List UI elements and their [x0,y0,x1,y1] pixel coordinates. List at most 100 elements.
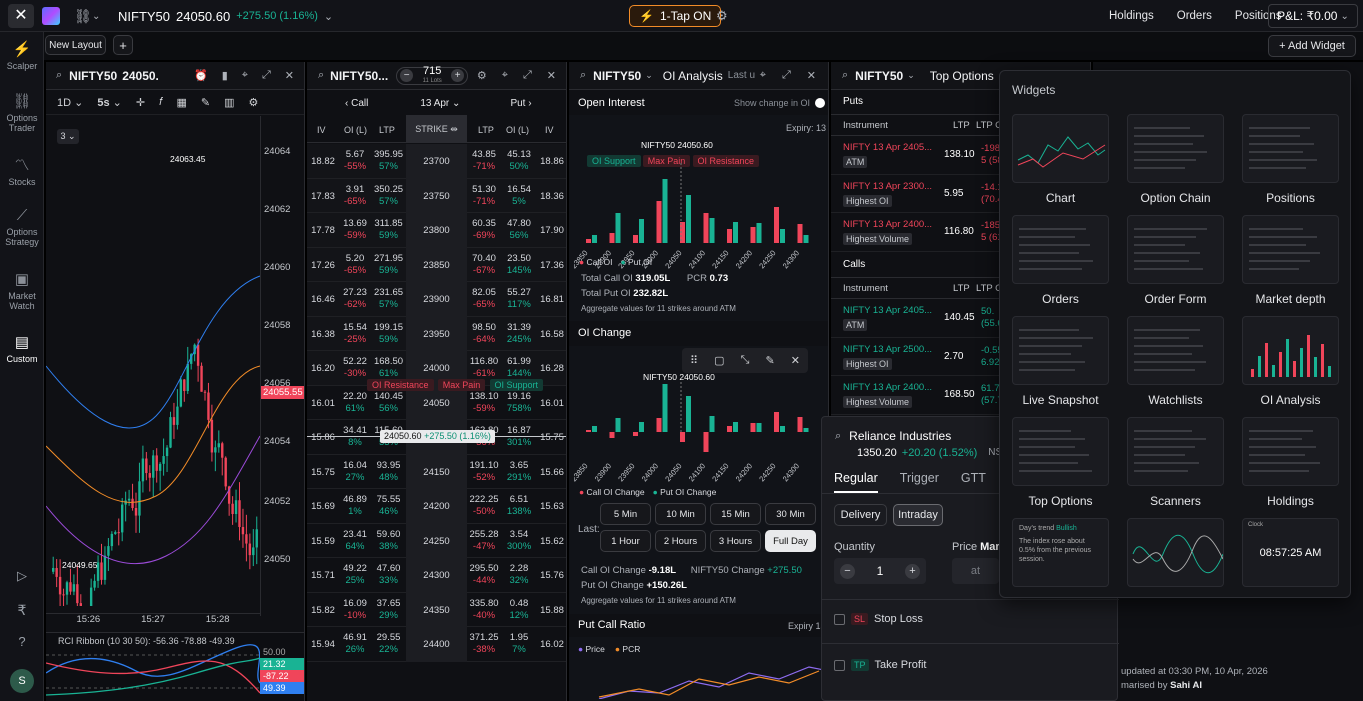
take-profit-checkbox[interactable] [834,659,845,671]
chart-symbol[interactable]: NIFTY50 [69,68,118,83]
one-tap-toggle[interactable]: ⚡ 1-Tap ON [629,0,722,32]
expand-icon[interactable]: ⤢ [261,69,271,81]
quantity-stepper[interactable]: − 1 + [834,558,926,584]
expiry-select[interactable]: 13 Apr ⌄ [420,97,461,109]
timeframe-select[interactable]: 5s ⌄ [97,97,122,109]
lots-value[interactable]: 715 [423,64,442,77]
oi-symbol[interactable]: NIFTY50 [593,68,642,83]
search-icon[interactable]: ⌕ [842,69,849,81]
pin-icon[interactable]: ⌖ [501,69,508,81]
oi-bar-chart[interactable]: 23850 23900 23950 24000 24050 24100 24150 24200… [574,163,824,299]
delivery-button[interactable]: Delivery [834,504,887,526]
oc-row[interactable]: 15.75 16.04 27% 93.95 48% 24150 191.10 -52% 3.65… [307,454,566,489]
play-icon[interactable]: ▷ [17,568,27,583]
close-button[interactable]: ✕ [8,0,34,32]
oc-row[interactable]: 16.46 27.23 -62% 231.65 57% 23900 82.05 -65% 55.… [307,282,566,317]
widget-card[interactable]: Option Chain [1127,114,1224,205]
oc-symbol[interactable]: NIFTY50... [330,68,389,83]
pin-icon[interactable]: ⌖ [759,69,766,81]
to-symbol[interactable]: NIFTY50 [855,68,904,83]
widget-card[interactable]: Day's trend Bullish The index rose about … [1012,518,1109,587]
rail-market-watch[interactable]: ▣ Market Watch [0,272,44,312]
new-layout-button[interactable]: New Layout [45,35,106,55]
app-logo[interactable] [42,0,60,32]
oc-row[interactable]: 17.26 5.20 -65% 271.95 59% 23850 70.40 -67% 23.5… [307,247,566,282]
top-option-row[interactable]: NIFTY 13 Apr 2405... ATM 140.45 50. (55.… [831,299,1090,338]
duration-button[interactable]: 3 Hours [710,530,761,552]
chevron-down-icon[interactable]: ⌄ [907,70,915,80]
widget-card[interactable]: Clock 08:57:25 AM [1242,518,1339,587]
gear-icon[interactable]: ⚙ [248,97,259,109]
top-option-row[interactable]: NIFTY 13 Apr 2400... Highest Volume 116.… [831,213,1090,252]
candlestick-chart[interactable] [46,116,305,606]
oc-row[interactable]: 15.71 49.22 25% 47.60 33% 24300 295.50 -44% 2.28… [307,558,566,593]
add-widget-button[interactable]: + Add Widget [1268,35,1356,57]
duration-button[interactable]: 15 Min [710,503,761,525]
widget-card[interactable]: Market depth [1242,215,1339,306]
oc-row[interactable]: 17.78 13.69 -59% 311.85 59% 23800 60.35 -69% 47.… [307,213,566,248]
duration-button[interactable]: 1 Hour [600,530,651,552]
oc-row[interactable]: 15.59 23.41 64% 59.60 38% 24250 255.28 -47% 3.54… [307,523,566,558]
oc-row[interactable]: 15.69 46.89 1% 75.55 46% 24200 222.25 -50% 6.51 1… [307,489,566,524]
top-option-row[interactable]: NIFTY 13 Apr 2300... Highest OI 5.95 -14… [831,175,1090,213]
rail-options-trader[interactable]: ⛓ Options Trader [0,94,44,134]
pnl-box[interactable]: P&L: ₹0.00 ⌄ [1268,0,1358,32]
help-icon[interactable]: ? [18,634,26,649]
nav-positions[interactable]: Positions [1234,10,1282,22]
put-label[interactable]: Put › [510,97,532,109]
duration-button[interactable]: 2 Hours [655,530,706,552]
oc-row[interactable]: 18.82 5.67 -55% 395.95 57% 23700 43.85 -71% 45.1… [307,144,566,179]
rail-options-strategy[interactable]: ⟋ Options Strategy [0,208,44,248]
search-icon[interactable]: ⌕ [56,69,63,81]
widget-card[interactable]: Orders [1012,215,1109,306]
stock-name[interactable]: Reliance Industries [849,429,952,443]
oc-row[interactable]: 15.82 16.09 -10% 37.65 29% 24350 335.80 -40% 0.4… [307,592,566,627]
top-option-row[interactable]: NIFTY 13 Apr 2400... Highest Volume 168.… [831,376,1090,415]
widget-card[interactable]: Order Form [1127,215,1224,306]
plus-icon[interactable]: + [451,69,465,82]
oc-row[interactable]: 16.01 22.20 61% 140.45 56% 24050 138.10 -59% 19.… [307,385,566,420]
square-icon[interactable]: ▢ [714,355,725,367]
close-icon[interactable]: ✕ [546,70,556,82]
search-icon[interactable]: ⌕ [580,69,587,81]
close-icon[interactable]: ✕ [284,70,294,82]
counter-select[interactable]: 3 ⌄ [57,129,79,144]
expand-icon[interactable]: ⤡ [740,354,750,366]
tab-regular[interactable]: Regular [834,471,878,493]
chevron-down-icon[interactable]: ⌄ [645,70,653,80]
quantity-value[interactable]: 1 [876,564,884,578]
plus-icon[interactable]: + [905,563,920,579]
widget-card[interactable] [1127,518,1224,587]
alarm-icon[interactable]: ⏰ [194,70,208,82]
link-icon[interactable]: ⛓ [74,7,92,24]
top-option-row[interactable]: NIFTY 13 Apr 2405... ATM 138.10 -198 5 (… [831,136,1090,175]
minus-icon[interactable]: − [400,69,414,82]
draw-icon[interactable]: ✎ [200,97,211,109]
show-change-toggle[interactable] [815,98,825,108]
duration-button[interactable]: 30 Min [765,503,816,525]
widget-card[interactable]: Live Snapshot [1012,316,1109,407]
bookmark-icon[interactable]: ▮ [221,70,228,82]
rail-custom[interactable]: ▤ Custom [0,335,44,365]
bars-icon[interactable]: ▥ [224,97,235,109]
price-mode[interactable]: Marl [980,541,1003,553]
add-layout-button[interactable]: + [113,35,133,55]
gear-icon[interactable]: ⚙ [476,70,487,82]
price-input[interactable]: at [952,558,999,584]
tab-gtt[interactable]: GTT [960,471,986,485]
tab-trigger[interactable]: Trigger [899,471,939,485]
interval-select[interactable]: 1D ⌄ [57,97,84,109]
pcr-chart-area[interactable]: ● Price ● PCR [569,637,828,701]
expand-icon[interactable]: ⤢ [781,69,791,81]
duration-button[interactable]: 5 Min [600,503,651,525]
swap-icon[interactable]: ⇹ [450,124,458,134]
expand-icon[interactable]: ⤢ [522,69,532,81]
take-profit-row[interactable]: TP Take Profit [834,659,926,671]
grid-icon[interactable]: ▦ [176,97,187,109]
close-icon[interactable]: ✕ [806,70,816,82]
close-icon[interactable]: ✕ [790,355,800,367]
lots-stepper[interactable]: − 715 11 Lots + [396,64,469,85]
top-option-row[interactable]: NIFTY 13 Apr 2500... Highest OI 2.70 -0.… [831,338,1090,376]
close-icon[interactable]: ✕ [8,4,34,28]
widget-card[interactable]: Top Options [1012,417,1109,508]
